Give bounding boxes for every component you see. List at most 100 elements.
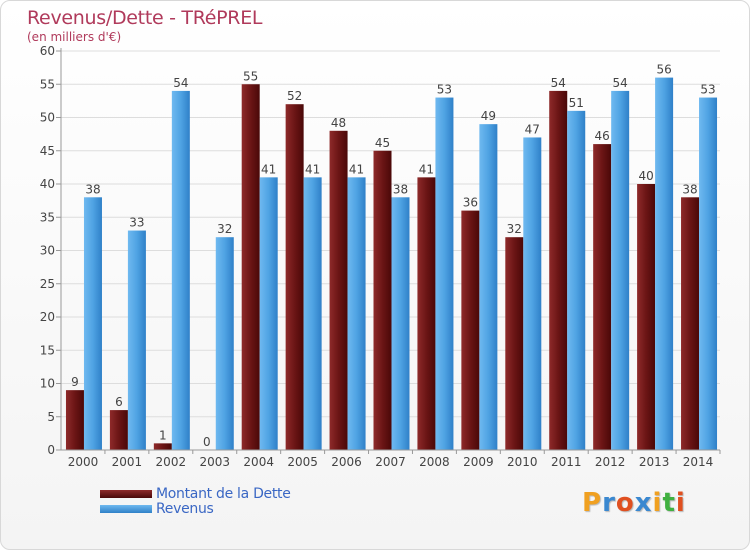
x-tick-label: 2007	[375, 455, 406, 469]
legend-swatch-revenue	[100, 504, 152, 513]
logo-letter: i	[675, 488, 686, 518]
x-tick-label: 2008	[419, 455, 450, 469]
bar-debt	[637, 184, 656, 450]
y-tick-label: 0	[47, 443, 55, 457]
data-label: 38	[393, 182, 408, 196]
data-label: 54	[173, 76, 188, 90]
bar-revenue	[83, 197, 102, 450]
x-tick-label: 2000	[68, 455, 99, 469]
data-label: 46	[595, 129, 610, 143]
y-tick-label: 60	[40, 44, 55, 58]
y-tick-label: 40	[40, 177, 55, 191]
x-tick-label: 2012	[595, 455, 626, 469]
data-label: 36	[463, 196, 478, 210]
legend-item-debt: Montant de la Dette	[100, 485, 291, 502]
bar-debt	[461, 210, 480, 450]
y-tick-label: 10	[40, 377, 55, 391]
bar-debt	[681, 197, 700, 450]
bar-revenue	[347, 177, 366, 450]
bar-revenue	[391, 197, 410, 450]
bar-debt	[549, 90, 568, 451]
data-label: 53	[700, 83, 715, 97]
y-tick-label: 20	[40, 310, 55, 324]
logo-letter: o	[615, 488, 635, 518]
y-tick-label: 35	[40, 210, 55, 224]
data-label: 40	[638, 169, 653, 183]
data-label: 55	[243, 69, 258, 83]
bar-revenue	[303, 177, 322, 450]
data-label: 33	[129, 216, 144, 230]
data-label: 47	[525, 122, 540, 136]
bar-revenue	[655, 77, 674, 450]
x-tick-label: 2006	[331, 455, 362, 469]
data-label: 41	[305, 162, 320, 176]
proxiti-logo: Proxiti	[582, 488, 686, 518]
bar-revenue	[699, 97, 718, 451]
bar-debt	[153, 443, 172, 450]
bar-revenue	[259, 177, 278, 450]
y-tick-label: 25	[40, 277, 55, 291]
data-labels: 9 38 6 33 1 54 0 32 55 41 52 41 48 41 45 38 41 53 36 49 32 47…	[71, 63, 716, 449]
x-tick-label: 2014	[683, 455, 714, 469]
chart-subtitle: (en milliers d'€)	[27, 30, 122, 44]
logo-letter: r	[602, 488, 616, 518]
bar-debt	[593, 144, 612, 450]
data-label: 52	[287, 89, 302, 103]
x-tick-label: 2009	[463, 455, 494, 469]
bar-revenue	[479, 124, 498, 451]
data-label: 6	[115, 395, 123, 409]
bar-debt	[285, 104, 304, 450]
legend: Montant de la Dette Revenus	[100, 485, 291, 517]
x-tick-label: 2002	[156, 455, 187, 469]
data-label: 41	[261, 162, 276, 176]
x-tick-label: 2010	[507, 455, 538, 469]
x-tick-label: 2005	[287, 455, 318, 469]
data-label: 56	[656, 63, 671, 77]
data-label: 0	[203, 435, 211, 449]
logo-letter: P	[582, 488, 603, 518]
logo-letter: x	[634, 488, 653, 518]
x-tick-label: 2013	[639, 455, 670, 469]
data-label: 32	[507, 222, 522, 236]
x-tick-label: 2003	[199, 455, 230, 469]
bar-debt	[65, 390, 84, 450]
data-label: 45	[375, 136, 390, 150]
data-label: 51	[569, 96, 584, 110]
bar-revenue	[523, 137, 542, 450]
data-label: 41	[349, 162, 364, 176]
data-label: 9	[71, 375, 79, 389]
bar-revenue	[171, 90, 190, 451]
data-label: 1	[159, 428, 167, 442]
logo-letter: i	[652, 488, 663, 518]
chart-title: Revenus/Dette - TRéPREL	[27, 7, 263, 29]
bar-revenue	[215, 237, 234, 450]
x-tick-label: 2011	[551, 455, 582, 469]
data-label: 54	[551, 76, 566, 90]
y-tick-label: 45	[40, 144, 55, 158]
bar-revenue	[611, 90, 630, 451]
data-label: 54	[613, 76, 628, 90]
y-tick-label: 15	[40, 343, 55, 357]
data-label: 49	[481, 109, 496, 123]
bar-revenue	[435, 97, 454, 451]
data-label: 41	[419, 162, 434, 176]
legend-item-revenue: Revenus	[100, 500, 291, 517]
data-label: 48	[331, 116, 346, 130]
data-label: 53	[437, 83, 452, 97]
x-tick-label: 2004	[243, 455, 274, 469]
bar-debt	[417, 177, 436, 450]
y-tick-label: 50	[40, 111, 55, 125]
data-label: 32	[217, 222, 232, 236]
x-tick-label: 2001	[112, 455, 143, 469]
bar-debt	[373, 150, 392, 450]
legend-label-revenue: Revenus	[156, 500, 214, 517]
bar-debt	[505, 237, 524, 450]
legend-swatch-debt	[100, 489, 152, 498]
legend-label-debt: Montant de la Dette	[156, 485, 291, 502]
bar-revenue	[567, 110, 586, 450]
bar-debt	[109, 410, 128, 450]
logo-letter: t	[662, 488, 676, 518]
bar-debt	[329, 130, 348, 451]
